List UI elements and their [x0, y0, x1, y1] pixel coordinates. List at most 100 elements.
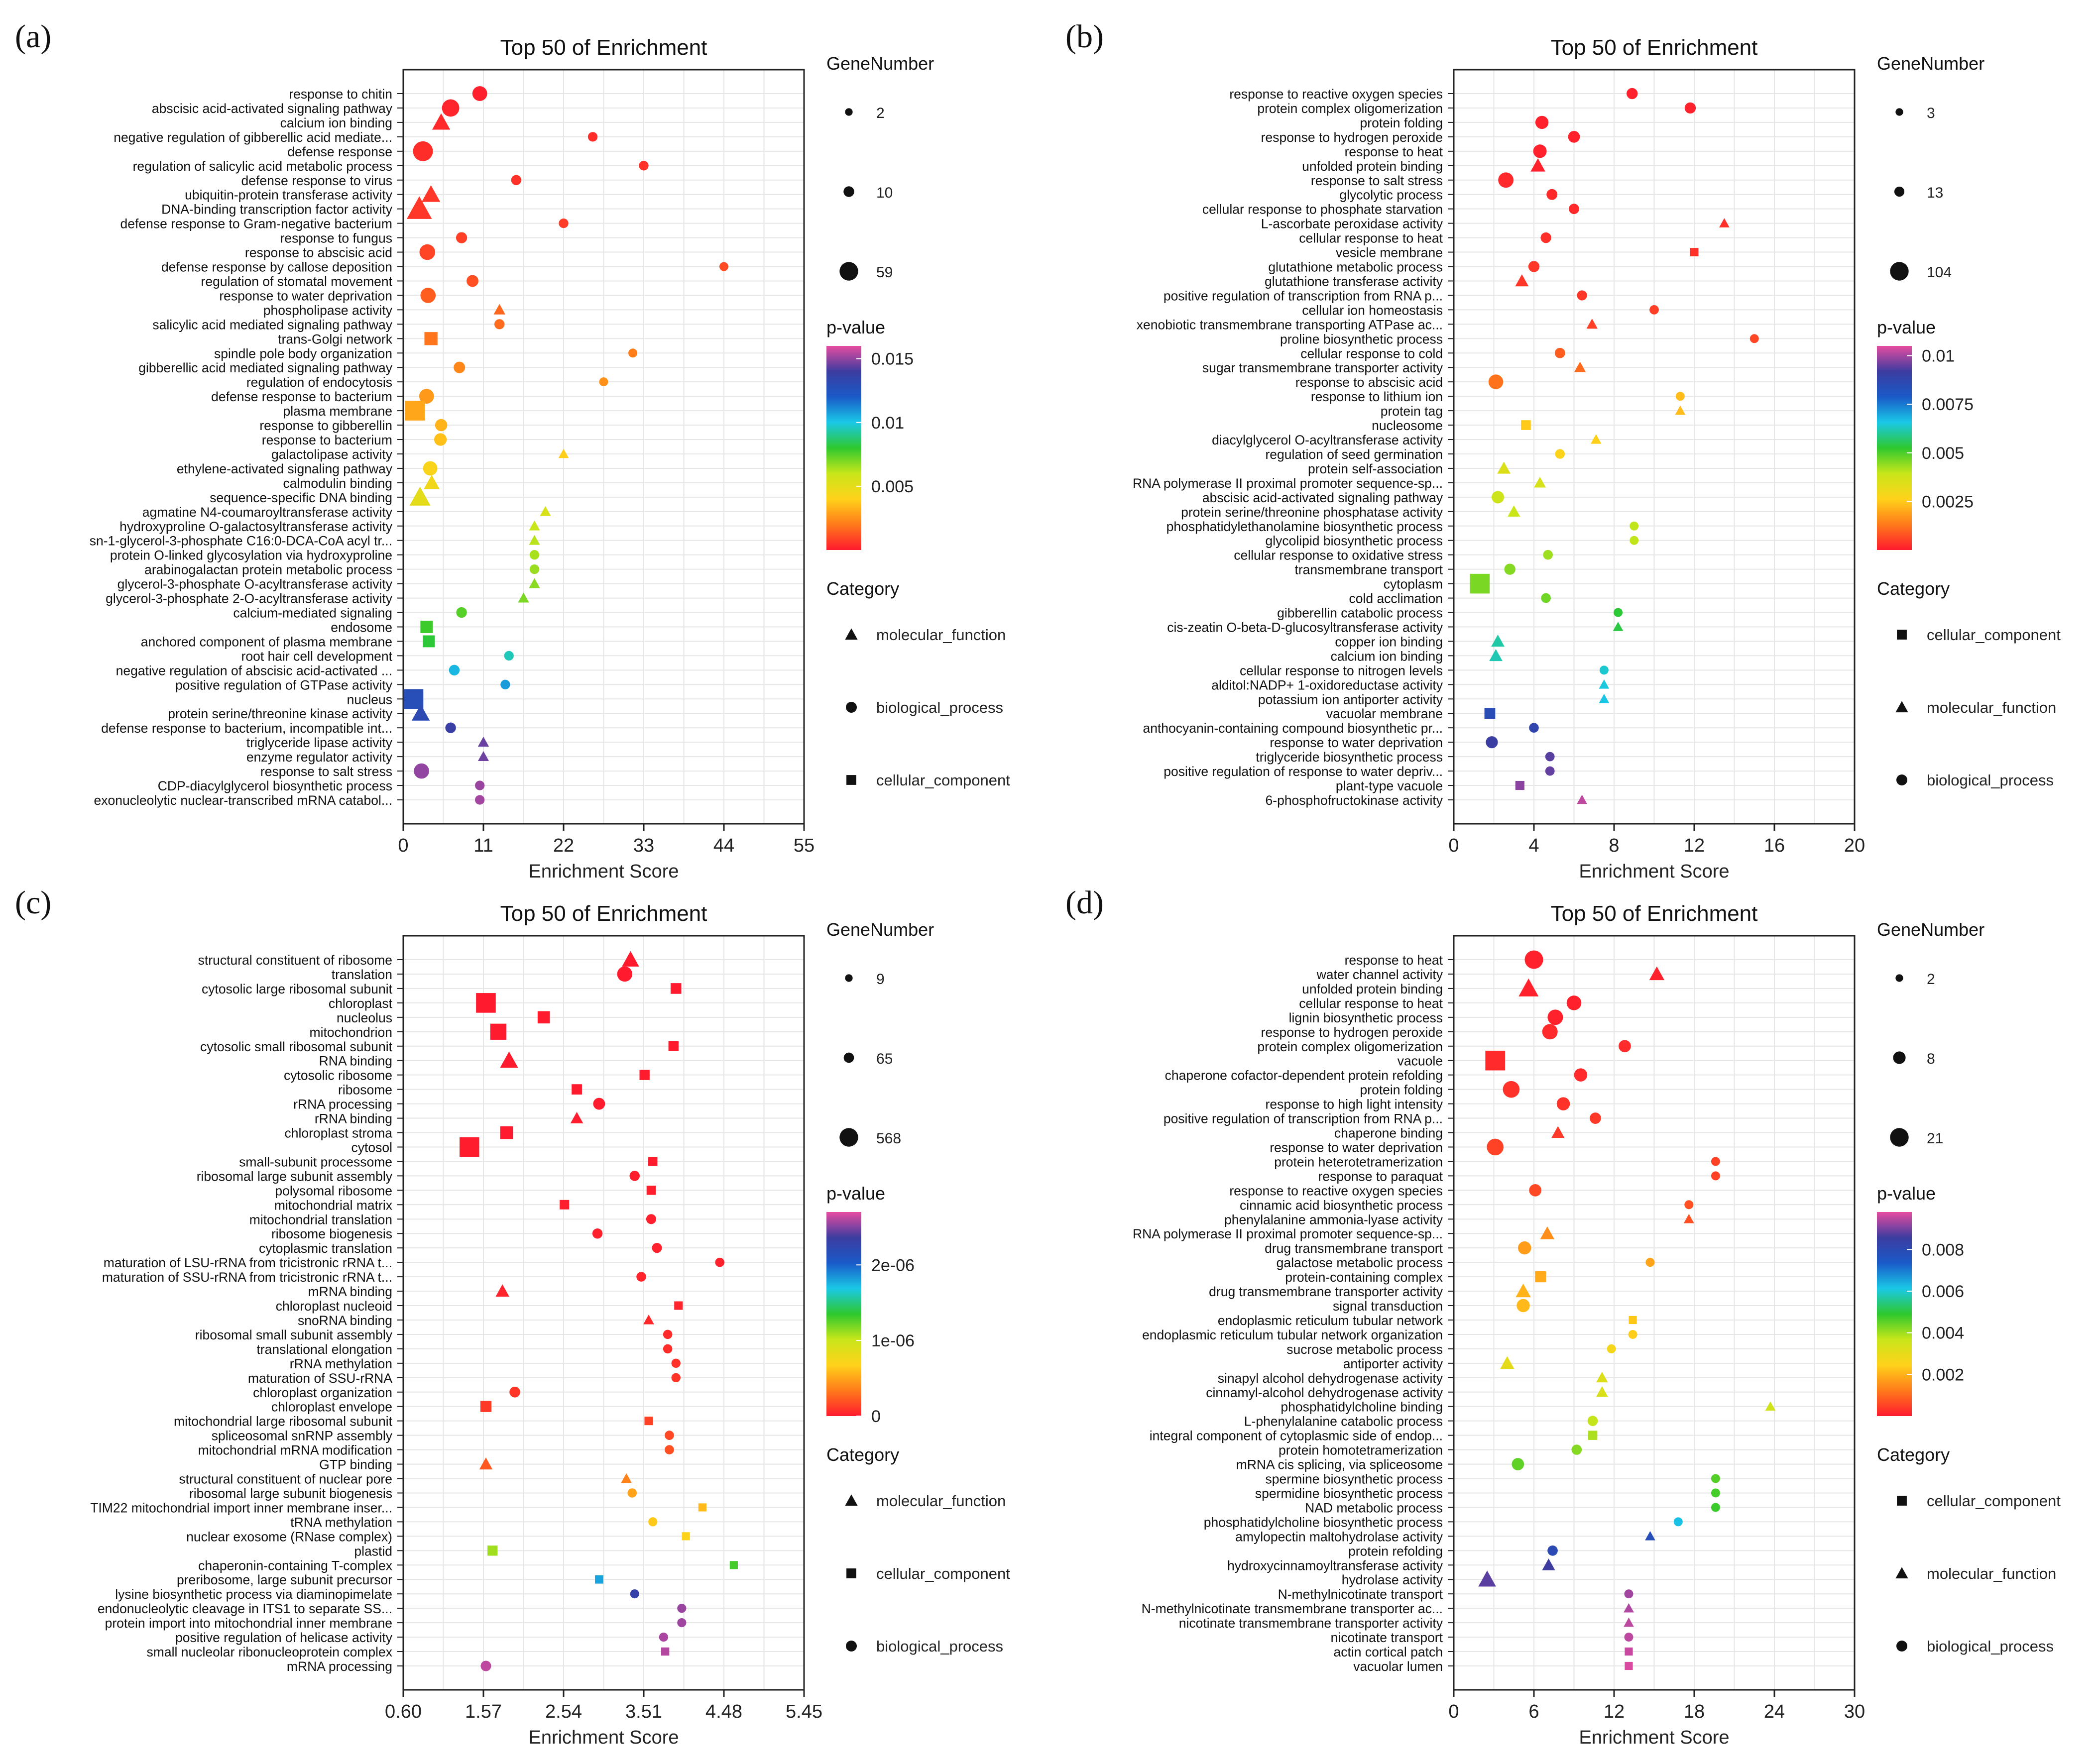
category-legend-marker	[1897, 630, 1907, 640]
data-point	[622, 951, 639, 967]
data-point	[421, 185, 441, 202]
y-tick-label: NAD metabolic process	[1305, 1500, 1443, 1515]
panel-d: (d) Top 50 of Enrichment 0 6 12 18 24 30 Enrichm…	[1065, 884, 2061, 1748]
data-point	[475, 795, 485, 805]
data-point	[423, 461, 438, 476]
data-point	[1624, 1589, 1633, 1599]
y-tick-label: chaperonin-containing T-complex	[198, 1558, 392, 1573]
size-legend-label: 2	[1927, 971, 1935, 988]
y-tick-label: sn-1-glycerol-3-phosphate C16:0-DCA-CoA …	[90, 534, 392, 549]
y-tick-label: vacuolar membrane	[1326, 706, 1443, 721]
data-point	[1627, 88, 1638, 100]
y-tick-label: sequence-specific DNA binding	[210, 490, 392, 505]
size-legend-dot	[839, 1128, 858, 1147]
data-point	[518, 592, 529, 603]
data-point	[476, 993, 496, 1013]
data-point	[1590, 1112, 1601, 1124]
y-tick-label: protein import into mitochondrial inner …	[105, 1616, 392, 1631]
size-legend-label: 65	[876, 1051, 893, 1067]
data-point	[405, 401, 425, 421]
x-tick-label: 44	[713, 835, 734, 856]
data-point	[1547, 1009, 1563, 1025]
colorbar	[1877, 346, 1912, 550]
data-point	[682, 1532, 690, 1541]
y-tick-label: response to salt stress	[260, 764, 392, 779]
category-legend-marker	[846, 775, 856, 785]
y-tick-label: rRNA binding	[315, 1111, 392, 1126]
y-tick-label: cellular response to heat	[1299, 996, 1443, 1011]
y-tick-label: triglyceride lipase activity	[246, 735, 393, 750]
size-legend-dot	[1895, 974, 1903, 982]
y-tick-label: L-phenylalanine catabolic process	[1244, 1414, 1443, 1429]
data-point	[636, 1272, 646, 1282]
x-tick-label: 2.54	[545, 1701, 582, 1722]
y-tick-label: phosphatidylethanolamine biosynthetic pr…	[1166, 519, 1443, 534]
y-tick-label: plastid	[354, 1544, 392, 1558]
data-point	[1711, 1503, 1720, 1512]
data-point	[1629, 1316, 1637, 1324]
data-point	[643, 1315, 654, 1324]
panel-label: (d)	[1065, 884, 1104, 921]
data-point	[456, 232, 467, 243]
data-point	[424, 332, 438, 345]
data-point	[698, 1503, 706, 1512]
size-legend-dot	[845, 108, 853, 116]
y-tick-label: protein folding	[1360, 115, 1443, 130]
category-legend-label: biological_process	[876, 1638, 1003, 1655]
data-point	[1614, 608, 1623, 617]
y-tick-label: mitochondrion	[310, 1025, 392, 1040]
colorbar	[826, 346, 861, 550]
data-point	[403, 689, 424, 709]
data-point	[420, 621, 433, 633]
y-tick-label: arabinogalactan protein metabolic proces…	[144, 562, 392, 577]
size-legend-label: 9	[876, 971, 885, 988]
y-tick-label: regulation of salicylic acid metabolic p…	[133, 159, 392, 174]
size-legend-title: GeneNumber	[826, 53, 934, 74]
data-point	[434, 433, 447, 446]
category-legend-marker	[1897, 1496, 1907, 1506]
y-tick-label: mitochondrial translation	[249, 1212, 392, 1227]
x-tick-label: 24	[1764, 1701, 1785, 1722]
data-point	[1508, 505, 1520, 517]
y-tick-label: mitochondrial mRNA modification	[198, 1443, 392, 1458]
data-point	[1535, 115, 1549, 129]
x-tick-label: 12	[1604, 1701, 1625, 1722]
y-tick-label: glycolytic process	[1339, 188, 1443, 203]
colorbar-tick-label: 0.006	[1922, 1282, 1964, 1301]
data-point	[617, 966, 633, 982]
y-tick-label: snoRNA binding	[298, 1313, 392, 1328]
y-tick-label: nuclear exosome (RNase complex)	[186, 1529, 392, 1544]
y-tick-label: phosphatidylcholine biosynthetic process	[1204, 1515, 1443, 1530]
y-tick-label: defense response	[287, 144, 392, 159]
data-point	[719, 262, 728, 271]
x-axis-label: Enrichment Score	[1579, 1727, 1729, 1748]
y-tick-label: positive regulation of helicase activity	[175, 1630, 393, 1645]
color-legend-title: p-value	[1877, 317, 1936, 337]
size-legend-dot	[1894, 186, 1905, 197]
x-tick-label: 16	[1764, 835, 1785, 856]
x-tick-label: 18	[1684, 1701, 1705, 1722]
data-point	[570, 1111, 583, 1123]
data-point	[677, 1604, 687, 1613]
data-point	[1675, 405, 1686, 415]
x-tick-label: 0.60	[385, 1701, 422, 1722]
category-legend-label: molecular_function	[876, 626, 1006, 644]
data-point	[1497, 461, 1511, 474]
data-point	[1566, 995, 1582, 1010]
y-tick-label: response to high light intensity	[1266, 1097, 1443, 1112]
data-point	[1515, 780, 1524, 790]
y-tick-label: hydroxyproline O-galactosyltransferase a…	[119, 519, 393, 534]
data-point	[1546, 189, 1558, 200]
y-tick-label: chloroplast stroma	[284, 1126, 392, 1141]
y-tick-label: polysomal ribosome	[275, 1183, 392, 1198]
x-axis-label: Enrichment Score	[528, 1727, 679, 1748]
plot-area	[402, 69, 805, 825]
x-tick-label: 30	[1844, 1701, 1865, 1722]
y-tick-label: nucleus	[347, 692, 392, 707]
data-point	[592, 1228, 603, 1239]
y-tick-label: rRNA processing	[293, 1097, 392, 1112]
colorbar-tick-label: 0.004	[1922, 1324, 1964, 1343]
y-tick-label: ribosomal large subunit biogenesis	[189, 1486, 392, 1501]
y-tick-label: protein heterotetramerization	[1274, 1154, 1443, 1169]
y-tick-label: small nucleolar ribonucleoprotein comple…	[147, 1645, 392, 1659]
